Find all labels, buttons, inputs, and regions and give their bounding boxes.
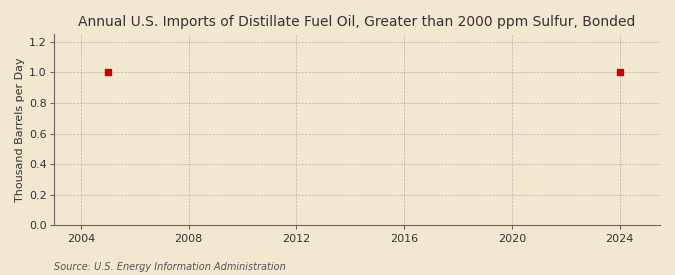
Text: Source: U.S. Energy Information Administration: Source: U.S. Energy Information Administ… bbox=[54, 262, 286, 272]
Y-axis label: Thousand Barrels per Day: Thousand Barrels per Day bbox=[15, 57, 25, 202]
Title: Annual U.S. Imports of Distillate Fuel Oil, Greater than 2000 ppm Sulfur, Bonded: Annual U.S. Imports of Distillate Fuel O… bbox=[78, 15, 636, 29]
